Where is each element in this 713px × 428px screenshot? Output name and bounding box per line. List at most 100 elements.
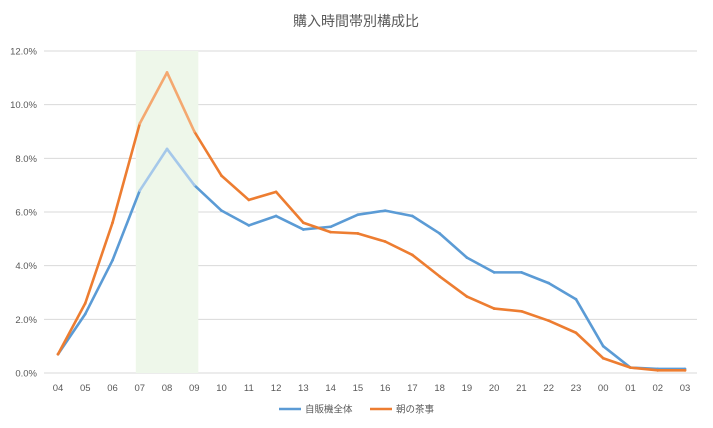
series-1-point <box>383 209 387 212</box>
series-2-segment <box>574 331 605 360</box>
y-tick-label: 0.0% <box>15 369 37 380</box>
series-2-point <box>83 301 87 305</box>
legend-label: 自販機全体 <box>305 404 353 416</box>
series-2-point <box>302 221 305 225</box>
series-2-segment <box>220 174 251 202</box>
series-2-point <box>601 356 605 360</box>
chart-title: 購入時間帯別構成比 <box>293 14 419 30</box>
series-1-segment <box>574 297 605 348</box>
series-2-point <box>547 319 550 322</box>
series-2-segment <box>520 309 550 322</box>
x-tick-label: 03 <box>680 383 691 394</box>
series-2 <box>56 71 687 372</box>
series-1-point <box>411 214 414 218</box>
series-1-segment <box>356 209 387 216</box>
y-tick-label: 12.0% <box>10 47 37 58</box>
series-2-point <box>683 369 687 372</box>
y-tick-label: 10.0% <box>10 100 37 111</box>
series-2-segment <box>302 221 332 234</box>
series-1-segment <box>220 209 251 227</box>
series-2-point <box>656 369 660 372</box>
x-tick-label: 07 <box>134 383 145 394</box>
x-tick-label: 04 <box>53 383 64 394</box>
series-2-segment <box>329 230 360 235</box>
series-1-point <box>520 271 523 274</box>
series-1-point <box>574 297 578 301</box>
x-tick-label: 02 <box>652 383 663 394</box>
series-2-point <box>411 253 414 257</box>
series-2-segment <box>165 71 196 133</box>
series-1-point <box>193 183 196 187</box>
x-tick-label: 09 <box>189 383 200 394</box>
series-2-segment <box>111 122 142 225</box>
series-2-point <box>438 275 441 278</box>
series-2-segment <box>138 71 169 125</box>
x-tick-label: 21 <box>516 383 527 394</box>
series-1-segment <box>329 213 360 229</box>
series-1-point <box>356 213 360 216</box>
series-2-point <box>329 230 332 234</box>
x-tick-label: 11 <box>244 383 254 394</box>
series-2-point <box>574 331 578 335</box>
legend: 自販機全体 朝の茶事 <box>279 404 435 416</box>
x-tick-label: 16 <box>380 383 391 394</box>
series-1-point <box>438 232 441 235</box>
series-1-segment <box>411 214 441 235</box>
series-2-point <box>193 130 196 133</box>
series-2-segment <box>83 221 114 305</box>
series-1-segment <box>193 183 223 212</box>
highlight-band <box>135 51 199 373</box>
series-1-point <box>111 259 114 262</box>
series-2-segment <box>438 275 469 298</box>
series-2-segment <box>356 232 387 243</box>
series-1-point <box>492 271 496 274</box>
series-2-segment <box>274 190 305 225</box>
series-1-point <box>220 209 223 212</box>
series-2-segment <box>56 301 87 356</box>
series-1-point <box>465 256 469 259</box>
x-tick-label: 20 <box>489 383 500 394</box>
series-2-point <box>138 122 142 125</box>
series-2-segment <box>629 366 660 372</box>
series-2-segment <box>193 130 223 178</box>
series-1-segment <box>138 147 169 192</box>
y-tick-label: 2.0% <box>15 315 37 326</box>
y-tick-label: 4.0% <box>15 261 37 272</box>
series-1-segment <box>601 344 632 369</box>
legend-label: 朝の茶事 <box>396 404 435 416</box>
series-1-segment <box>547 281 578 301</box>
series-1-segment <box>83 258 114 316</box>
highlight-band-group <box>135 51 199 373</box>
x-tick-label: 15 <box>353 383 364 394</box>
series-1-segment <box>438 232 469 259</box>
y-tick-label: 8.0% <box>15 154 37 165</box>
x-tick-label: 18 <box>434 383 445 394</box>
series-1-point <box>247 224 251 227</box>
series-2-point <box>220 174 223 178</box>
series-1-point <box>274 214 278 218</box>
series-1-segment <box>247 214 278 227</box>
x-tick-label: 19 <box>462 383 473 394</box>
x-tick-label: 00 <box>598 383 609 394</box>
series-1-point <box>547 281 550 285</box>
series-2-point <box>629 366 632 369</box>
series-2-point <box>356 232 360 235</box>
series-1-point <box>165 147 169 151</box>
x-tick-label: 06 <box>107 383 118 394</box>
x-tick-label: 10 <box>216 383 227 394</box>
axes: 0.0% 2.0% 4.0% 6.0% 8.0% 10.0% 12.0% 04 05 06 07 08… <box>10 47 690 395</box>
series-2-point <box>56 352 60 356</box>
series-2-segment <box>247 190 278 202</box>
series-1-segment <box>465 256 496 274</box>
series-2-point <box>383 240 387 243</box>
series-1-segment <box>383 209 414 218</box>
series-1-point <box>83 312 87 316</box>
x-tick-label: 08 <box>162 383 173 394</box>
series-2-segment <box>547 319 578 335</box>
series-1-segment <box>111 189 142 262</box>
series-1-segment <box>165 147 196 187</box>
series-2-segment <box>383 240 414 257</box>
x-tick-label: 23 <box>571 383 582 394</box>
series-1-segment <box>520 271 550 285</box>
